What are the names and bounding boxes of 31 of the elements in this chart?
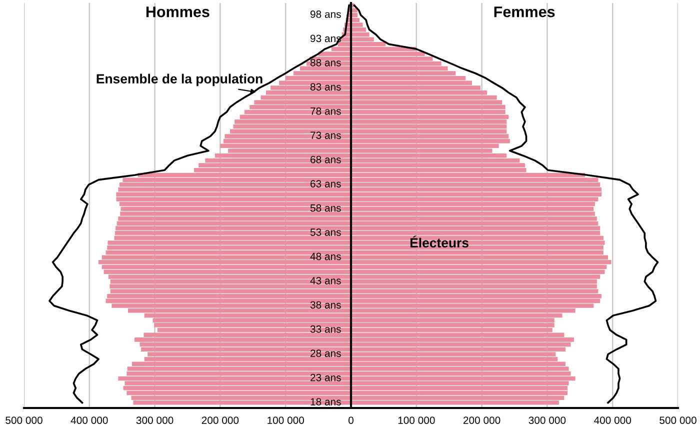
y-tick-label: 48 ans xyxy=(310,252,341,260)
annotation: Ensemble de la population xyxy=(96,74,262,86)
x-tick-label: 400 000 xyxy=(594,416,632,424)
y-tick-label: 38 ans xyxy=(310,301,341,309)
x-tick-label: 200 000 xyxy=(464,416,500,424)
annotation: Hommes xyxy=(146,6,210,18)
x-tick-label: 300 000 xyxy=(136,416,174,424)
y-tick-label: 73 ans xyxy=(310,132,341,140)
x-tick-label: 200 000 xyxy=(202,416,239,424)
y-tick-label: 58 ans xyxy=(310,204,341,212)
annotation: Femmes xyxy=(494,6,555,18)
y-tick-label: 98 ans xyxy=(310,10,341,18)
x-tick-label: 0 xyxy=(348,416,354,424)
annotation: Électeurs xyxy=(410,236,468,248)
x-tick-label: 500 000 xyxy=(6,416,42,424)
y-tick-label: 18 ans xyxy=(310,398,341,406)
y-tick-label: 63 ans xyxy=(310,180,341,188)
y-tick-label: 88 ans xyxy=(310,58,341,66)
y-tick-label: 43 ans xyxy=(310,276,341,284)
y-tick-label: 78 ans xyxy=(310,107,341,115)
y-tick-label: 83 ans xyxy=(310,83,341,91)
y-tick-label: 23 ans xyxy=(310,374,341,382)
y-tick-label: 53 ans xyxy=(310,228,341,236)
x-tick-label: 500 000 xyxy=(660,416,696,424)
x-tick-label: 100 000 xyxy=(398,416,435,424)
x-tick-label: 400 000 xyxy=(70,416,108,424)
x-tick-label: 100 000 xyxy=(268,416,304,424)
y-tick-label: 28 ans xyxy=(310,350,341,358)
y-tick-label: 33 ans xyxy=(310,325,341,333)
y-tick-label: 68 ans xyxy=(310,156,341,164)
x-tick-label: 300 000 xyxy=(528,416,566,424)
